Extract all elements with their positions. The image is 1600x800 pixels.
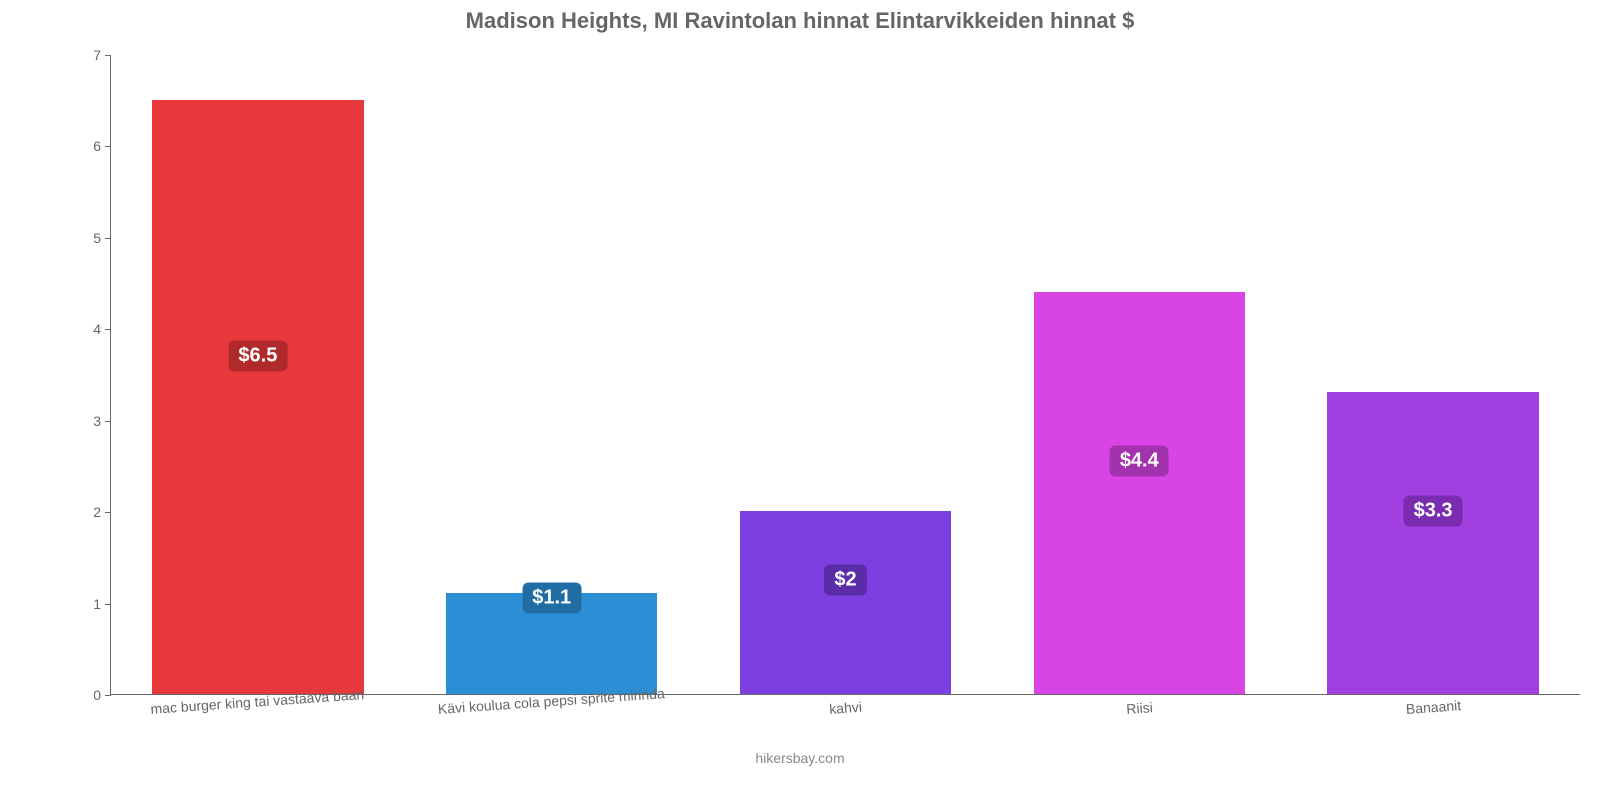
y-tick xyxy=(105,512,111,513)
y-tick-label: 5 xyxy=(93,230,101,246)
x-label-slot: Banaanit xyxy=(1286,701,1580,741)
bar xyxy=(152,100,364,694)
bar-slot: $6.5 xyxy=(111,55,405,694)
x-axis-label: Riisi xyxy=(1126,699,1154,717)
chart-title: Madison Heights, MI Ravintolan hinnat El… xyxy=(0,8,1600,34)
x-label-slot: Kävi koulua cola pepsi sprite mirinda xyxy=(404,701,698,741)
bars-container: $6.5 $1.1 $2 $4.4 $3.3 xyxy=(111,55,1580,694)
value-badge: $6.5 xyxy=(228,340,287,371)
y-tick xyxy=(105,421,111,422)
bar-slot: $3.3 xyxy=(1286,55,1580,694)
bar-slot: $4.4 xyxy=(992,55,1286,694)
bar-slot: $1.1 xyxy=(405,55,699,694)
x-axis-labels: mac burger king tai vastaava baariKävi k… xyxy=(110,701,1580,741)
bar xyxy=(1327,392,1539,694)
bar-slot: $2 xyxy=(699,55,993,694)
y-tick-label: 2 xyxy=(93,504,101,520)
y-tick-label: 4 xyxy=(93,321,101,337)
bar xyxy=(740,511,952,694)
y-tick xyxy=(105,55,111,56)
y-tick-label: 0 xyxy=(93,687,101,703)
value-badge: $1.1 xyxy=(522,583,581,614)
y-tick xyxy=(105,238,111,239)
price-bar-chart: Madison Heights, MI Ravintolan hinnat El… xyxy=(0,0,1600,800)
y-tick xyxy=(105,695,111,696)
y-tick xyxy=(105,604,111,605)
y-tick-label: 7 xyxy=(93,47,101,63)
x-label-slot: kahvi xyxy=(698,701,992,741)
value-badge: $2 xyxy=(824,564,866,595)
plot-area: $6.5$1.1$2$4.4$3.3 01234567 xyxy=(110,55,1580,695)
y-tick-label: 3 xyxy=(93,413,101,429)
x-label-slot: Riisi xyxy=(992,701,1286,741)
value-badge: $4.4 xyxy=(1110,445,1169,476)
y-tick-label: 6 xyxy=(93,138,101,154)
y-tick xyxy=(105,146,111,147)
y-tick-label: 1 xyxy=(93,596,101,612)
x-axis-label: Banaanit xyxy=(1405,697,1461,717)
x-axis-label: kahvi xyxy=(829,699,863,717)
value-badge: $3.3 xyxy=(1404,496,1463,527)
y-tick xyxy=(105,329,111,330)
chart-footer: hikersbay.com xyxy=(0,750,1600,766)
bar xyxy=(1034,292,1246,694)
x-label-slot: mac burger king tai vastaava baari xyxy=(110,701,404,741)
